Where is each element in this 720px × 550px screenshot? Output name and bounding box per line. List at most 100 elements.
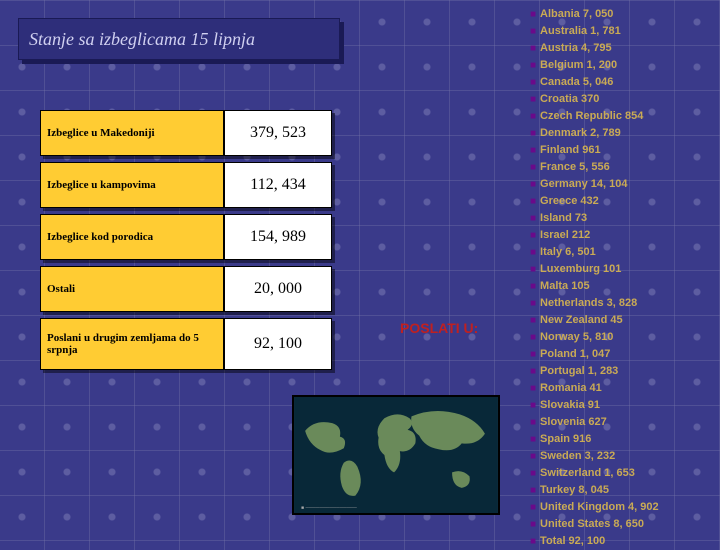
title-text: Stanje sa izbeglicama 15 lipnja	[29, 29, 255, 50]
country-text: Australia 1, 781	[540, 25, 621, 37]
country-text: France 5, 556	[540, 161, 610, 173]
bullet-icon: ■	[530, 26, 536, 37]
country-text: Denmark 2, 789	[540, 127, 621, 139]
bullet-icon: ■	[530, 247, 536, 258]
country-text: Finland 961	[540, 144, 601, 156]
country-text: Slovakia 91	[540, 399, 600, 411]
bullet-icon: ■	[530, 332, 536, 343]
country-text: Slovenia 627	[540, 416, 607, 428]
country-row: ■ Island 73	[530, 210, 702, 227]
country-text: Switzerland 1, 653	[540, 467, 635, 479]
table-row: Izbeglice kod porodica154, 989	[40, 214, 332, 260]
country-row: ■ Israel 212	[530, 227, 702, 244]
svg-text:■ ───────────────: ■ ───────────────	[301, 506, 357, 511]
country-row: ■ Poland 1, 047	[530, 346, 702, 363]
title-bar: Stanje sa izbeglicama 15 lipnja	[18, 18, 340, 60]
country-text: Germany 14, 104	[540, 178, 627, 190]
country-text: Spain 916	[540, 433, 591, 445]
country-text: Croatia 370	[540, 93, 599, 105]
country-row: ■Luxemburg 101	[530, 261, 702, 278]
table-value-cell: 20, 000	[224, 266, 332, 312]
world-map: ■ ───────────────	[292, 395, 500, 515]
bullet-icon: ■	[530, 366, 536, 377]
bullet-icon: ■	[530, 349, 536, 360]
country-text: Poland 1, 047	[540, 348, 610, 360]
country-text: Island 73	[540, 212, 587, 224]
country-row: ■ Albania 7, 050	[530, 6, 702, 23]
bullet-icon: ■	[530, 281, 536, 292]
country-text: Portugal 1, 283	[540, 365, 618, 377]
country-row: ■ Romania 41	[530, 380, 702, 397]
bullet-icon: ■	[530, 9, 536, 20]
country-row: ■ Netherlands 3, 828	[530, 295, 702, 312]
bullet-icon: ■	[530, 519, 536, 530]
table-value-cell: 112, 434	[224, 162, 332, 208]
bullet-icon: ■	[530, 145, 536, 156]
country-row: ■United Kingdom 4, 902	[530, 499, 702, 516]
country-row: ■Sweden 3, 232	[530, 448, 702, 465]
table-row: Izbeglice u Makedoniji379, 523	[40, 110, 332, 156]
country-text: Canada 5, 046	[540, 76, 613, 88]
country-text: Romania 41	[540, 382, 602, 394]
bullet-icon: ■	[530, 179, 536, 190]
country-text: New Zealand 45	[540, 314, 623, 326]
bullet-icon: ■	[530, 230, 536, 241]
country-row: ■ France 5, 556	[530, 159, 702, 176]
country-row: ■ New Zealand 45	[530, 312, 702, 329]
country-row: ■ Belgium 1, 200	[530, 57, 702, 74]
country-text: Albania 7, 050	[540, 8, 613, 20]
country-text: Greece 432	[540, 195, 599, 207]
country-row: ■ Finland 961	[530, 142, 702, 159]
country-row: ■ Spain 916	[530, 431, 702, 448]
poslati-label: POSLATI U:	[400, 320, 478, 336]
table-label-cell: Ostali	[40, 266, 224, 312]
bullet-icon: ■	[530, 485, 536, 496]
country-row: ■ Austria 4, 795	[530, 40, 702, 57]
table-label-cell: Izbeglice u Makedoniji	[40, 110, 224, 156]
country-row: ■ Switzerland 1, 653	[530, 465, 702, 482]
country-text: Israel 212	[540, 229, 590, 241]
country-row: ■Turkey 8, 045	[530, 482, 702, 499]
bullet-icon: ■	[530, 417, 536, 428]
country-row: ■Denmark 2, 789	[530, 125, 702, 142]
country-text: Austria 4, 795	[540, 42, 612, 54]
bullet-icon: ■	[530, 536, 536, 547]
bullet-icon: ■	[530, 468, 536, 479]
country-text: Italy 6, 501	[540, 246, 596, 258]
country-text: United States 8, 650	[540, 518, 644, 530]
country-text: Total 92, 100	[540, 535, 605, 547]
country-list: ■ Albania 7, 050 ■ Australia 1, 781 ■ Austria…	[530, 6, 702, 550]
table-row: Poslani u drugim zemljama do 5 srpnja92,…	[40, 318, 332, 370]
bullet-icon: ■	[530, 434, 536, 445]
bullet-icon: ■	[530, 264, 536, 275]
country-row: ■ Total 92, 100	[530, 533, 702, 550]
bullet-icon: ■	[530, 383, 536, 394]
refugee-table: Izbeglice u Makedoniji379, 523Izbeglice …	[40, 110, 332, 376]
country-text: Belgium 1, 200	[540, 59, 617, 71]
bullet-icon: ■	[530, 315, 536, 326]
country-row: ■ Canada 5, 046	[530, 74, 702, 91]
country-row: ■ Malta 105	[530, 278, 702, 295]
country-text: Malta 105	[540, 280, 590, 292]
table-value-cell: 92, 100	[224, 318, 332, 370]
country-row: ■Croatia 370	[530, 91, 702, 108]
country-row: ■ Australia 1, 781	[530, 23, 702, 40]
table-value-cell: 154, 989	[224, 214, 332, 260]
bullet-icon: ■	[530, 298, 536, 309]
bullet-icon: ■	[530, 162, 536, 173]
table-label-cell: Izbeglice kod porodica	[40, 214, 224, 260]
bullet-icon: ■	[530, 111, 536, 122]
country-row: ■ Greece 432	[530, 193, 702, 210]
table-label-cell: Izbeglice u kampovima	[40, 162, 224, 208]
bullet-icon: ■	[530, 77, 536, 88]
country-row: ■ Italy 6, 501	[530, 244, 702, 261]
bullet-icon: ■	[530, 60, 536, 71]
country-row: ■ United States 8, 650	[530, 516, 702, 533]
table-row: Ostali20, 000	[40, 266, 332, 312]
bullet-icon: ■	[530, 213, 536, 224]
bullet-icon: ■	[530, 400, 536, 411]
country-text: Norway 5, 810	[540, 331, 613, 343]
bullet-icon: ■	[530, 43, 536, 54]
bullet-icon: ■	[530, 196, 536, 207]
country-text: Netherlands 3, 828	[540, 297, 637, 309]
